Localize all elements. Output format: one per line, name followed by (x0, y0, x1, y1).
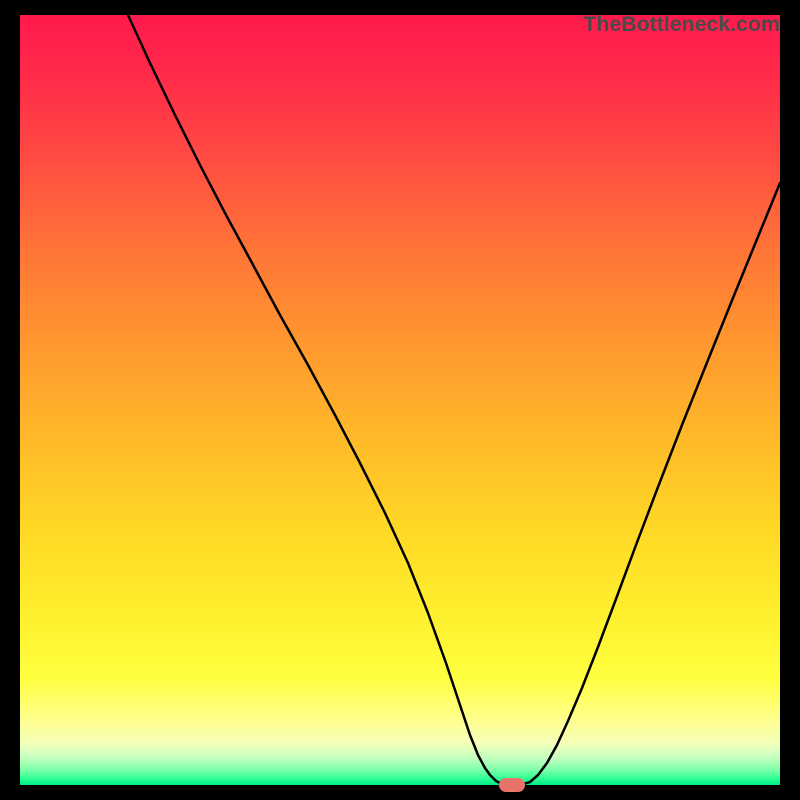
curve-path (128, 15, 780, 785)
plot-area (20, 15, 780, 785)
bottleneck-curve (20, 15, 780, 785)
watermark-text: TheBottleneck.com (583, 12, 780, 37)
chart-container: TheBottleneck.com (0, 0, 800, 800)
optimum-marker (499, 778, 525, 792)
